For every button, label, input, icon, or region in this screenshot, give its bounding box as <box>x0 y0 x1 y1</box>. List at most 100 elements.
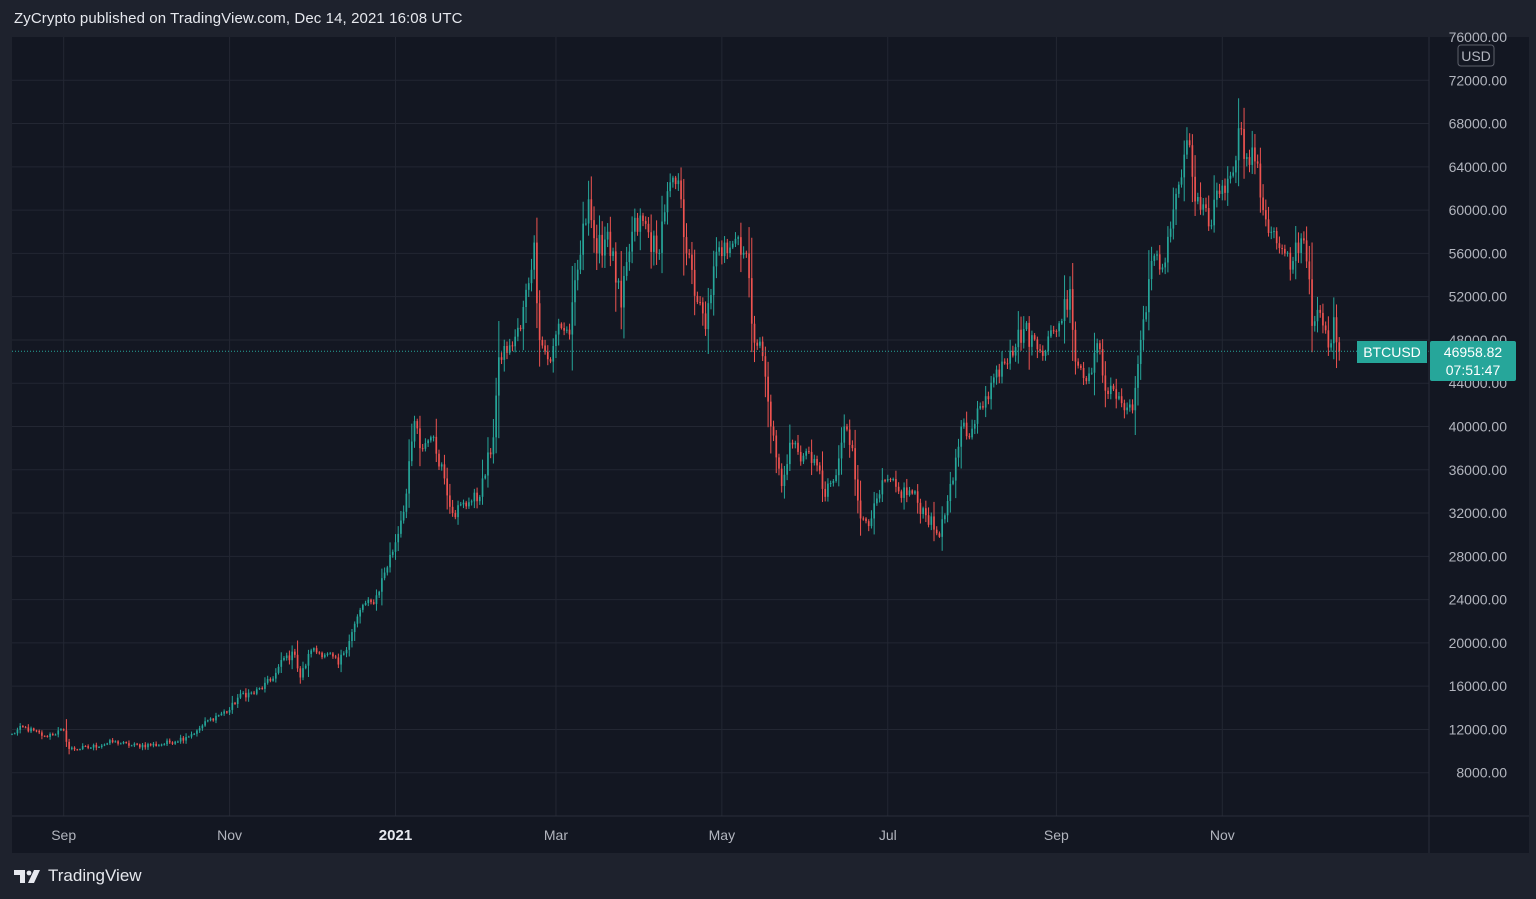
candle-body <box>1148 279 1150 313</box>
candle-body <box>941 519 944 537</box>
candle-body <box>565 329 568 331</box>
price-axis[interactable]: 76000.00 72000.00 68000.00 64000.00 60000.00… <box>1449 29 1508 781</box>
candle-body <box>323 654 326 658</box>
candle-body <box>285 655 288 659</box>
candle-body <box>432 436 435 438</box>
candle-body <box>408 461 410 494</box>
time-tick-label: Sep <box>1044 827 1069 843</box>
candle-body <box>1316 309 1319 322</box>
candle-body <box>1039 349 1041 351</box>
candle-body <box>402 511 405 521</box>
candle-body <box>1324 325 1327 331</box>
candle-body <box>511 345 514 347</box>
candle-body <box>342 653 345 655</box>
candle-body <box>454 513 457 518</box>
candle-body <box>772 426 775 436</box>
candle-body <box>302 668 304 678</box>
candle-body <box>217 715 220 717</box>
candle-body <box>859 500 862 519</box>
candle-body <box>73 747 76 750</box>
candle-body <box>299 668 302 678</box>
candle-body <box>1115 389 1118 399</box>
candle-body <box>114 741 117 743</box>
candle-body <box>973 423 976 429</box>
candle-body <box>144 744 147 748</box>
candle-body <box>1145 312 1147 320</box>
candle-body <box>979 406 982 409</box>
candle-body <box>419 428 421 449</box>
candle-body <box>908 490 911 496</box>
candle-body <box>508 345 511 353</box>
candle-body <box>876 498 878 504</box>
candle-body <box>650 232 652 252</box>
candle-body <box>160 744 163 746</box>
candle-body <box>60 729 62 731</box>
candle-body <box>688 253 691 255</box>
candle-body <box>250 692 253 694</box>
candle-body <box>846 426 848 430</box>
price-tick-label: 76000.00 <box>1449 29 1508 45</box>
candle-body <box>998 369 1001 377</box>
candle-body <box>1063 299 1066 322</box>
candle-body <box>938 533 941 537</box>
candle-body <box>1278 243 1281 248</box>
candle-body <box>1248 157 1251 165</box>
candle-body <box>712 266 715 296</box>
candle-body <box>1150 260 1153 280</box>
candle-body <box>903 487 905 498</box>
candle-body <box>527 283 530 290</box>
candle-body <box>103 744 106 746</box>
candle-body <box>152 743 155 746</box>
candle-body <box>837 458 840 476</box>
currency-badge[interactable]: USD <box>1457 44 1495 67</box>
candle-body <box>362 605 364 610</box>
candle-body <box>506 345 508 353</box>
candle-body <box>27 727 30 732</box>
candle-body <box>356 616 359 624</box>
candle-body <box>718 247 720 252</box>
candle-body <box>443 464 446 479</box>
tradingview-logo[interactable]: TradingView <box>14 866 142 886</box>
candle-body <box>196 730 198 734</box>
candle-body <box>98 746 100 748</box>
candle-body <box>666 191 669 213</box>
candle-body <box>1052 330 1055 332</box>
candle-body <box>658 252 661 254</box>
candle-body <box>54 734 57 736</box>
candle-body <box>960 426 963 447</box>
candle-body <box>971 428 973 438</box>
candle-body <box>954 457 957 481</box>
candle-body <box>76 749 79 751</box>
candle-body <box>92 744 95 748</box>
candle-body <box>604 239 606 256</box>
candle-body <box>1104 375 1107 391</box>
candle-body <box>106 743 109 745</box>
price-tick-label: 72000.00 <box>1449 72 1508 88</box>
candle-body <box>100 745 103 747</box>
candle-body <box>245 692 247 698</box>
candle-body <box>682 199 685 238</box>
candle-body <box>1210 225 1213 227</box>
candle-body <box>1254 147 1256 162</box>
candle-body <box>1240 128 1243 130</box>
candle-body <box>791 442 794 445</box>
candle-body <box>753 323 756 343</box>
price-tick-label: 56000.00 <box>1449 245 1508 261</box>
price-tick-label: 68000.00 <box>1449 116 1508 132</box>
candle-body <box>590 199 593 221</box>
candle-body <box>628 251 631 263</box>
candle-body <box>946 501 949 516</box>
candle-body <box>1335 317 1338 343</box>
candle-body <box>982 406 984 408</box>
candle-body <box>269 678 272 681</box>
candle-body <box>1012 350 1014 356</box>
candle-body <box>576 269 579 281</box>
candle-body <box>1020 329 1022 343</box>
candle-body <box>187 736 190 738</box>
time-axis[interactable]: Sep Nov 2021 Mar May Jul Sep Nov <box>51 827 1235 844</box>
candle-body <box>261 687 264 689</box>
candle-body <box>544 345 546 352</box>
candle-body <box>1134 387 1137 411</box>
candle-body <box>625 262 628 276</box>
